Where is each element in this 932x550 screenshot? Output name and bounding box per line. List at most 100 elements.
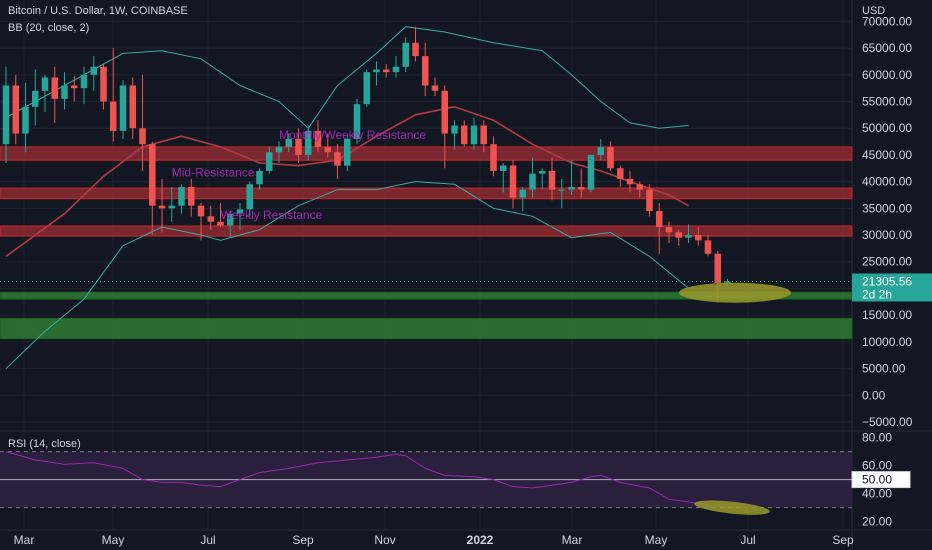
candle-body — [626, 178, 634, 185]
candle — [412, 26, 419, 62]
candle — [334, 144, 341, 179]
candle — [256, 168, 263, 190]
time-tick-label: Mar — [562, 533, 583, 547]
candle — [188, 178, 195, 217]
candle-body — [168, 205, 175, 209]
price-tick-label: 50000.00 — [862, 121, 912, 135]
candle-body — [392, 66, 400, 73]
candle-body — [578, 186, 585, 190]
candle-body — [217, 221, 224, 226]
candle-body — [12, 85, 19, 134]
rsi-line — [5, 451, 709, 506]
candle-body — [32, 90, 39, 107]
rsi-tick-label: 80.00 — [862, 431, 892, 445]
price-zones — [0, 146, 853, 340]
candle-body — [558, 189, 565, 191]
candle-body — [656, 210, 663, 228]
resistance-zone — [0, 187, 853, 200]
candle — [636, 181, 643, 198]
candle-body — [695, 235, 702, 241]
candle — [529, 157, 536, 198]
candle-body — [636, 184, 643, 190]
price-axis[interactable]: 70000.00 65000.00 60000.00 55000.00 50000.00… — [851, 14, 932, 529]
time-tick-label: Sep — [832, 533, 854, 547]
candle-body — [353, 104, 361, 139]
rsi-tick-label: 20.00 — [862, 515, 892, 529]
candle — [704, 235, 712, 257]
candle — [451, 120, 458, 150]
candle — [539, 168, 546, 190]
resistance-zone — [0, 225, 853, 237]
candle-body — [617, 168, 624, 179]
annotation-label: Weekly Resistance — [221, 208, 323, 222]
candle — [568, 160, 575, 195]
candle — [158, 178, 166, 233]
rsi-value-label: 50.00 — [862, 473, 892, 487]
candle-body — [519, 189, 526, 198]
candle — [519, 186, 526, 211]
rsi-tick-label: 60.00 — [862, 459, 892, 473]
candle — [402, 37, 409, 73]
candle — [51, 66, 58, 123]
candle — [168, 186, 175, 222]
candle-body — [119, 85, 127, 131]
candle-body — [41, 77, 49, 91]
candle-body — [587, 154, 595, 190]
candle-body — [646, 189, 653, 211]
candle — [129, 77, 136, 139]
candle-body — [100, 66, 107, 102]
rsi-label: RSI (14, close) — [8, 438, 81, 450]
candle-body — [178, 186, 185, 206]
candle-body — [470, 125, 478, 145]
time-axis[interactable]: Mar May Jul Sep Nov 2022 Mar May Jul Sep — [14, 533, 854, 547]
candle-body — [431, 85, 439, 91]
candle — [470, 117, 478, 150]
price-tick-label: 10000.00 — [862, 335, 912, 349]
candle-body — [607, 146, 614, 169]
candle-body — [246, 184, 253, 210]
candle — [461, 120, 468, 147]
price-tick-label: 35000.00 — [862, 201, 912, 215]
price-tick-label: 5000.00 — [862, 362, 906, 376]
candle — [363, 69, 370, 107]
time-tick-label: Nov — [374, 533, 395, 547]
candle — [217, 202, 224, 228]
candle — [695, 227, 702, 246]
highlight-marks — [679, 282, 791, 515]
candle-body — [665, 227, 673, 233]
candle-body — [236, 209, 244, 214]
candle — [665, 221, 673, 244]
candle-body — [529, 173, 536, 190]
candle — [149, 141, 156, 236]
candle-body — [305, 130, 312, 155]
candle-body — [675, 232, 682, 238]
candle-body — [227, 213, 234, 226]
candle-body — [71, 85, 78, 89]
candle — [646, 184, 653, 217]
candle-body — [295, 138, 302, 155]
candle — [236, 202, 244, 230]
candle — [685, 224, 692, 244]
candle-body — [461, 125, 468, 145]
candle-body — [441, 90, 448, 134]
candle — [80, 66, 88, 105]
price-tick-label: 70000.00 — [862, 14, 912, 28]
candle — [295, 128, 302, 163]
candle — [558, 178, 565, 209]
support-zone — [0, 317, 853, 340]
candle-body — [724, 281, 731, 284]
candle-body — [149, 144, 156, 206]
candle — [500, 162, 507, 193]
candle-body — [129, 85, 136, 129]
candle-body — [314, 130, 322, 147]
candle — [509, 160, 517, 209]
candle — [139, 74, 146, 171]
price-tick-label: 30000.00 — [862, 228, 912, 242]
rsi-highlight — [694, 500, 770, 515]
bb-upper-line — [5, 26, 689, 129]
candle — [392, 56, 400, 78]
last-price-label: 21305.56 — [862, 274, 912, 288]
resistance-zone — [0, 146, 853, 161]
chart-title: Bitcoin / U.S. Dollar, 1W, COINBASE — [8, 5, 188, 17]
